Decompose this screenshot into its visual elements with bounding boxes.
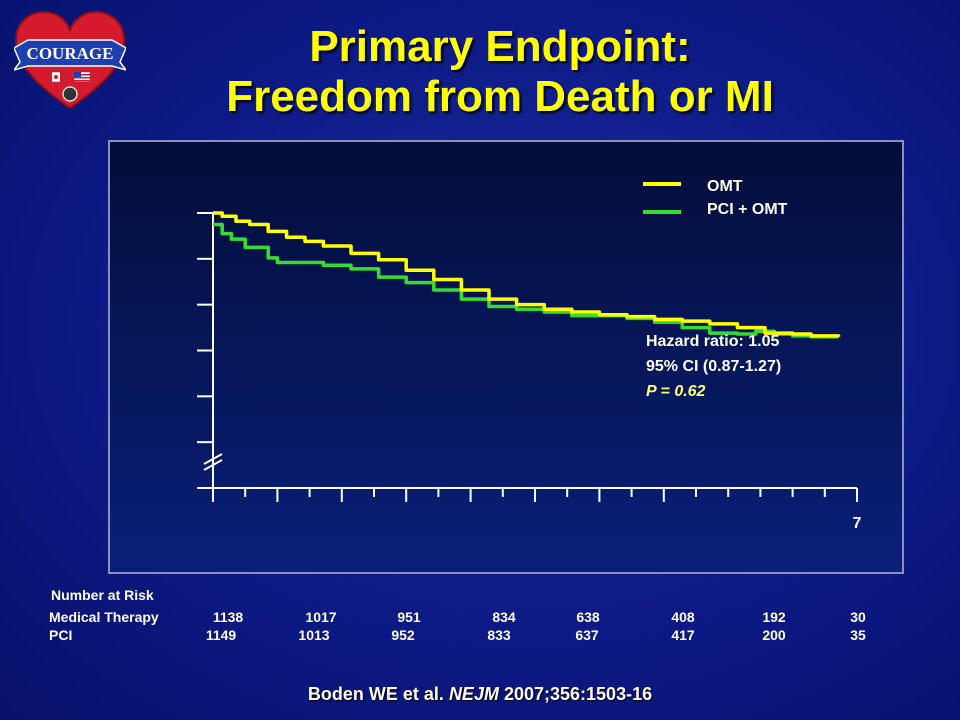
risk-cell: 417 [671,627,695,643]
citation-authors: Boden WE et al. [307,684,444,704]
legend-label-omt: OMT [707,178,743,195]
risk-cell: 30 [850,609,866,625]
risk-cell: 1138 [212,609,244,625]
risk-cell: 951 [397,609,421,625]
logo-banner [14,39,126,71]
series-line-omt [213,211,841,338]
y-axis-ticks [197,212,213,489]
p-value: P = 0.62 [646,383,706,400]
hazard-ratio: Hazard ratio: 1.05 [646,333,779,350]
risk-cell: 1149 [205,627,237,643]
risk-cell: 192 [762,609,786,625]
legend: OMT PCI + OMT [643,178,788,218]
series-line-pci-omt [213,222,839,339]
risk-cell: 637 [575,627,599,643]
legend-label-pci: PCI + OMT [707,201,788,218]
risk-cell: 952 [391,627,415,643]
page-title: Primary Endpoint: Freedom from Death or … [140,22,860,122]
x-tick-label: 7 [853,515,862,532]
risk-cell: 833 [487,627,511,643]
citation: Boden WE et al. NEJM 2007;356:1503-16 [0,684,960,705]
citation-details: 2007;356:1503-16 [503,684,653,704]
plot-panel [108,140,904,574]
axis-break-icon [203,453,223,471]
x-axis-ticks [212,488,858,502]
title-line-2: Freedom from Death or MI [226,72,774,121]
logo-text: COURAGE [27,44,114,63]
citation-journal: NEJM [448,684,499,704]
risk-cell: 1017 [305,609,337,625]
risk-row-label-pci: PCI [49,627,73,643]
risk-cell: 200 [762,627,786,643]
risk-cell: 408 [671,609,695,625]
courage-logo: COURAGE [14,10,126,110]
risk-cell: 638 [576,609,600,625]
risk-cell: 35 [850,627,866,643]
risk-cell: 1013 [298,627,330,643]
seal-icon [62,86,78,102]
confidence-interval: 95% CI (0.87-1.27) [646,358,781,375]
risk-cell: 834 [492,609,516,625]
risk-table-heading: Number at Risk [51,587,154,603]
risk-row-label-medical: Medical Therapy [49,609,159,625]
title-line-1: Primary Endpoint: [309,22,691,71]
